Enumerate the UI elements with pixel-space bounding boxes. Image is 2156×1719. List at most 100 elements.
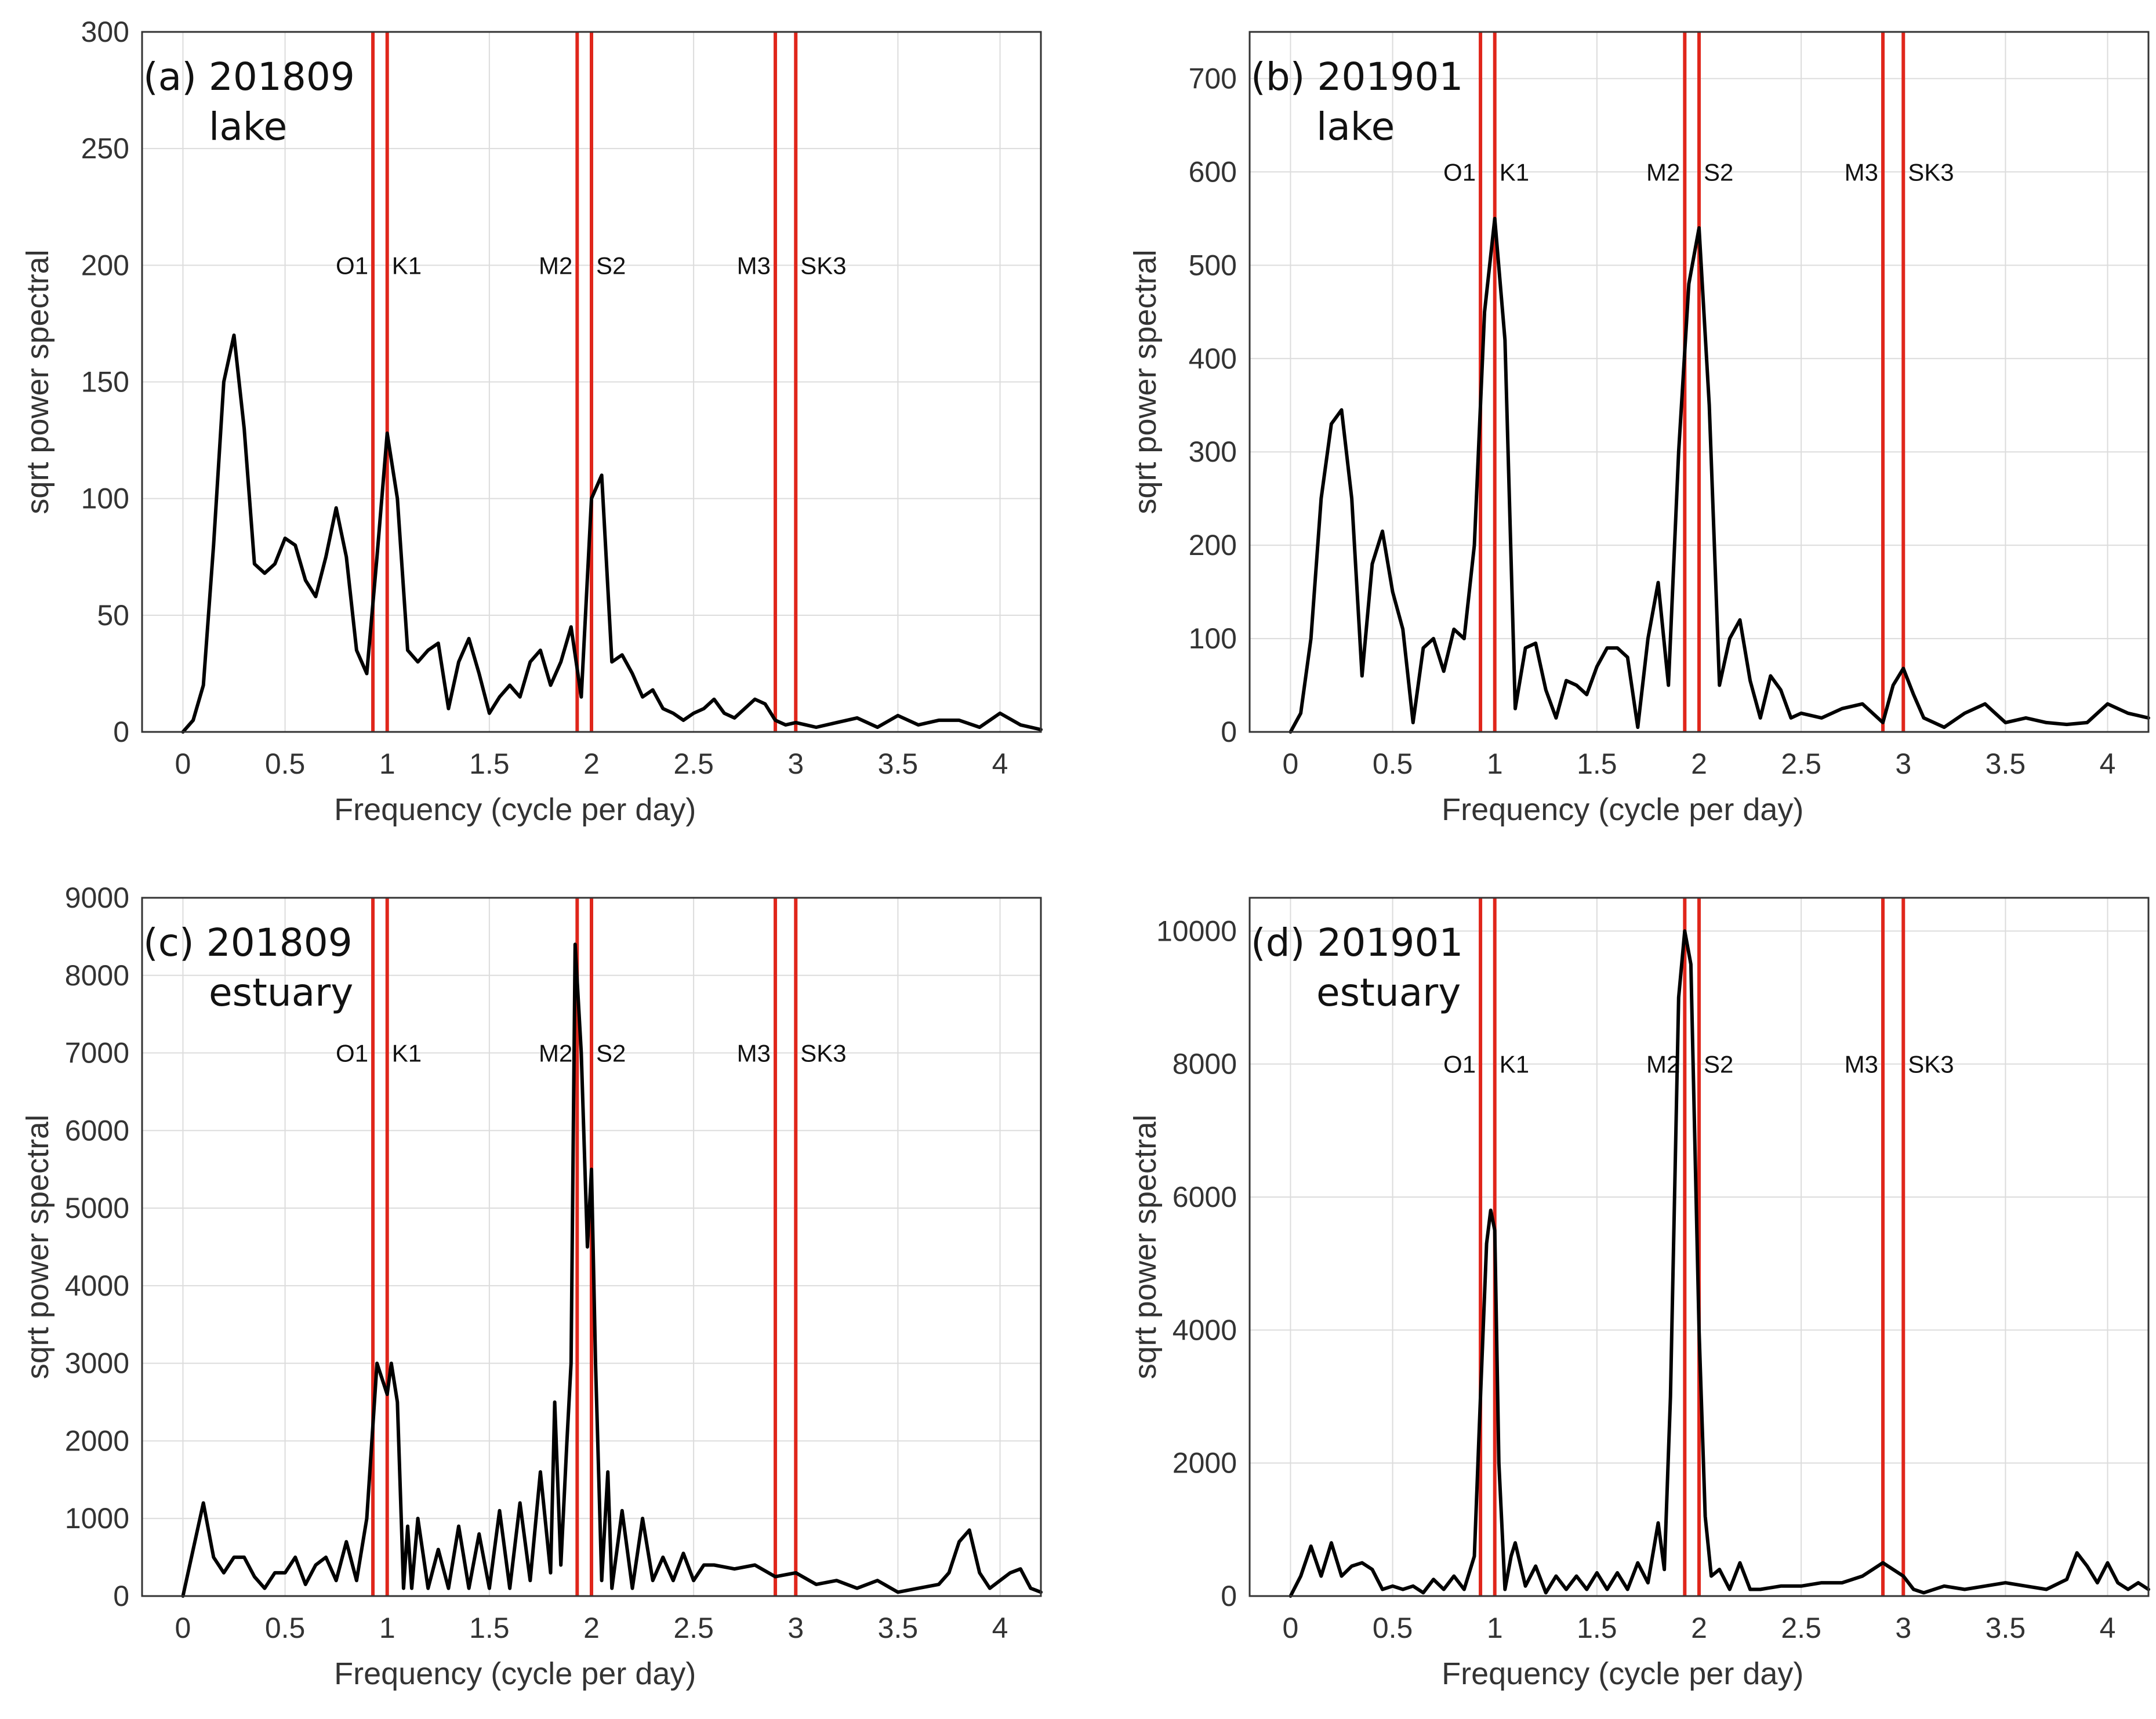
x-axis-label: Frequency (cycle per day) xyxy=(1442,1656,1803,1691)
x-tick-label: 2 xyxy=(583,748,600,780)
constituent-label-o1: O1 xyxy=(336,1040,368,1067)
y-axis-label: sqrt power spectral xyxy=(20,1115,55,1379)
y-axis-label: sqrt power spectral xyxy=(1128,1115,1163,1379)
x-tick-label: 0 xyxy=(1283,748,1299,780)
constituent-label-m2: M2 xyxy=(1646,1051,1680,1078)
constituent-label-s2: S2 xyxy=(596,1040,626,1067)
y-tick-label: 700 xyxy=(1189,62,1237,95)
x-tick-label: 3.5 xyxy=(1986,1612,2026,1644)
x-axis-label: Frequency (cycle per day) xyxy=(1442,792,1803,827)
x-tick-label: 3.5 xyxy=(1986,748,2026,780)
x-tick-label: 0.5 xyxy=(1373,748,1413,780)
axes-frame xyxy=(1248,897,2150,1597)
x-tick-label: 4 xyxy=(2100,748,2116,780)
x-tick-label: 0.5 xyxy=(265,748,306,780)
y-tick-label: 150 xyxy=(81,366,129,398)
constituent-label-m2: M2 xyxy=(539,252,572,279)
x-tick-label: 4 xyxy=(992,748,1008,780)
constituent-label-sk3: SK3 xyxy=(1908,158,1954,186)
panel-title: (c) 201809 xyxy=(143,920,353,965)
y-axis-label: sqrt power spectral xyxy=(20,249,55,514)
x-tick-label: 3.5 xyxy=(878,748,919,780)
x-tick-label: 3 xyxy=(1895,1612,1911,1644)
panel-title: (a) 201809 xyxy=(143,55,355,99)
y-tick-label: 2000 xyxy=(65,1424,129,1457)
spectrum-line xyxy=(181,942,1043,1598)
y-tick-label: 50 xyxy=(97,599,129,632)
y-tick-label: 100 xyxy=(81,483,129,515)
constituent-label-sk3: SK3 xyxy=(1908,1051,1954,1078)
panel-c: 0 0.5 1 1.5 2 2.5 3 3.5 4 0 1000 2000 3000 4000 5000 60… xyxy=(20,882,1043,1691)
constituent-label-m3: M3 xyxy=(737,1040,771,1067)
y-tick-label: 5000 xyxy=(65,1192,129,1224)
panel-b: 0 0.5 1 1.5 2 2.5 3 3.5 4 0 100 200 300 400 500 600 700 O… xyxy=(1128,31,2150,827)
y-tick-label: 100 xyxy=(1189,622,1237,655)
x-tick-label: 2 xyxy=(1691,1612,1707,1644)
constituent-label-s2: S2 xyxy=(596,252,626,279)
x-tick-label: 2.5 xyxy=(1781,748,1821,780)
y-tick-label: 7000 xyxy=(65,1037,129,1069)
x-tick-label: 1 xyxy=(379,1612,395,1644)
x-tick-label: 0 xyxy=(175,748,191,780)
x-tick-label: 3 xyxy=(1895,748,1911,780)
x-tick-label: 0 xyxy=(1283,1612,1299,1644)
panel-a: 0 0.5 1 1.5 2 2.5 3 3.5 4 0 50 100 150 200 250 300 O1 K1 M… xyxy=(20,16,1043,827)
y-tick-label: 4000 xyxy=(65,1270,129,1302)
panel-title: (d) 201901 xyxy=(1251,920,1463,965)
x-tick-label: 3.5 xyxy=(878,1612,919,1644)
constituent-label-o1: O1 xyxy=(336,252,368,279)
constituent-label-k1: K1 xyxy=(392,252,422,279)
y-tick-label: 8000 xyxy=(65,959,129,992)
x-axis-label: Frequency (cycle per day) xyxy=(334,1656,696,1691)
x-tick-label: 1 xyxy=(379,748,395,780)
constituent-label-m2: M2 xyxy=(1646,158,1680,186)
axes-frame xyxy=(1248,31,2150,733)
panel-subtitle: estuary xyxy=(1316,970,1461,1015)
x-tick-label: 1.5 xyxy=(1577,1612,1617,1644)
y-tick-label: 6000 xyxy=(65,1114,129,1147)
x-tick-label: 1 xyxy=(1487,748,1503,780)
y-tick-label: 2000 xyxy=(1173,1447,1237,1479)
x-tick-label: 1.5 xyxy=(1577,748,1617,780)
y-tick-label: 300 xyxy=(1189,436,1237,468)
y-tick-label: 600 xyxy=(1189,155,1237,188)
x-tick-label: 2.5 xyxy=(1781,1612,1821,1644)
x-tick-label: 4 xyxy=(992,1612,1008,1644)
x-axis-label: Frequency (cycle per day) xyxy=(334,792,696,827)
x-tick-label: 2 xyxy=(583,1612,600,1644)
y-tick-label: 300 xyxy=(81,16,129,48)
x-tick-label: 1.5 xyxy=(469,1612,510,1644)
x-tick-label: 4 xyxy=(2100,1612,2116,1644)
x-tick-label: 3 xyxy=(787,748,804,780)
panel-subtitle: lake xyxy=(209,104,287,149)
constituent-label-o1: O1 xyxy=(1443,158,1476,186)
constituent-label-m3: M3 xyxy=(1845,1051,1878,1078)
x-tick-label: 0.5 xyxy=(265,1612,306,1644)
spectrum-line xyxy=(181,333,1043,734)
y-tick-label: 200 xyxy=(1189,529,1237,561)
x-tick-label: 3 xyxy=(787,1612,804,1644)
panel-title: (b) 201901 xyxy=(1251,55,1463,99)
y-tick-label: 400 xyxy=(1189,342,1237,375)
x-tick-label: 1.5 xyxy=(469,748,510,780)
constituent-label-k1: K1 xyxy=(392,1040,422,1067)
constituent-label-sk3: SK3 xyxy=(800,252,846,279)
y-tick-label: 9000 xyxy=(65,882,129,914)
spectrum-line xyxy=(1288,216,2150,734)
constituent-label-k1: K1 xyxy=(1500,1051,1529,1078)
panel-subtitle: estuary xyxy=(209,970,353,1015)
y-axis-label: sqrt power spectral xyxy=(1128,249,1163,514)
y-tick-label: 0 xyxy=(113,1580,129,1612)
y-tick-label: 10000 xyxy=(1156,915,1237,947)
y-tick-label: 500 xyxy=(1189,249,1237,281)
spectrum-line xyxy=(1288,929,2150,1598)
y-tick-label: 0 xyxy=(1221,716,1237,748)
constituent-label-s2: S2 xyxy=(1704,158,1733,186)
y-tick-label: 1000 xyxy=(65,1502,129,1535)
y-tick-label: 6000 xyxy=(1173,1181,1237,1213)
x-tick-label: 2.5 xyxy=(673,1612,714,1644)
constituent-label-o1: O1 xyxy=(1443,1051,1476,1078)
y-tick-label: 0 xyxy=(1221,1580,1237,1612)
constituent-label-s2: S2 xyxy=(1704,1051,1733,1078)
